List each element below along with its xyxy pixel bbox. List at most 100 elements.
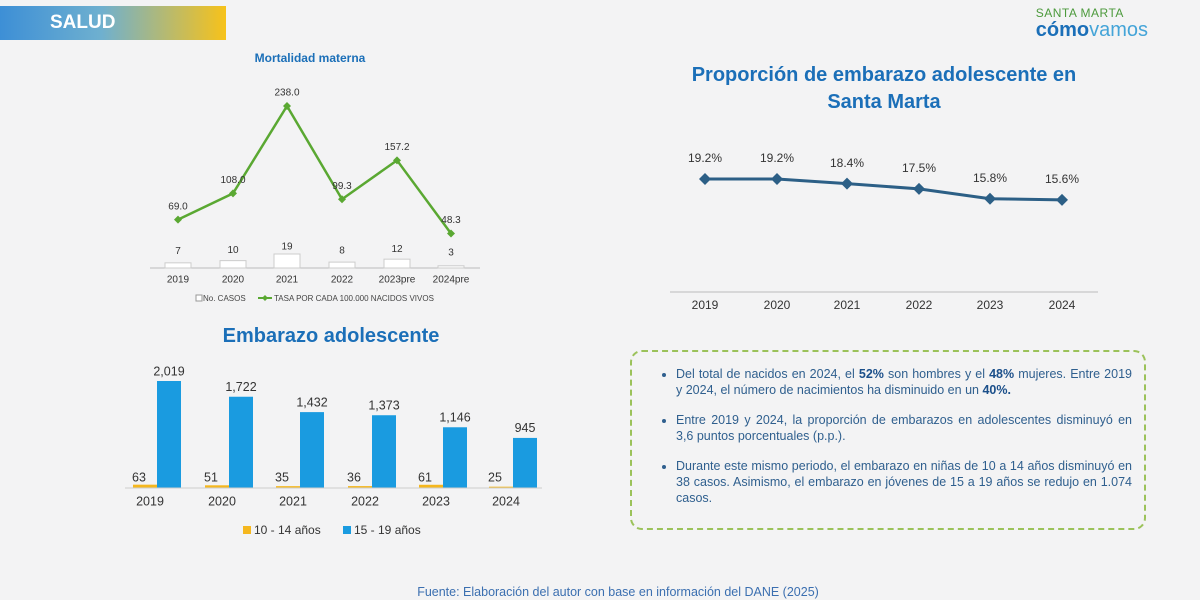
bar-label: 61 xyxy=(418,470,432,484)
x-tick-label: 2020 xyxy=(764,298,791,312)
bar-label: 1,722 xyxy=(225,380,256,394)
source: Fuente: Elaboración del autor con base e… xyxy=(417,585,819,599)
bar xyxy=(328,261,356,269)
marker xyxy=(1056,193,1068,206)
bar-label: 51 xyxy=(204,470,218,484)
chart-title: Embarazo adolescente xyxy=(222,325,440,347)
x-tick-label: 2022 xyxy=(351,494,379,508)
note-text: 52% xyxy=(858,367,884,381)
bar xyxy=(133,484,157,488)
bar xyxy=(219,260,247,269)
x-tick-label: 2021 xyxy=(834,298,861,312)
logo-main: cómovamos xyxy=(1036,20,1148,40)
logo-b: vamos xyxy=(1089,19,1148,41)
bar-label: 25 xyxy=(488,470,502,484)
legend-swatch xyxy=(243,526,251,534)
bar-label: 8 xyxy=(339,246,345,257)
marker xyxy=(699,173,711,185)
point-label: 48.3 xyxy=(441,215,461,226)
line xyxy=(705,177,1063,202)
legend-label: 10 - 14 años xyxy=(254,523,321,537)
x-tick-label: 2019 xyxy=(167,275,190,286)
bar-label: 1,432 xyxy=(296,395,327,409)
legend-label: No. CASOS xyxy=(203,294,246,303)
marker xyxy=(174,215,182,224)
x-tick-label: 2024pre xyxy=(433,275,470,286)
bar xyxy=(157,381,181,488)
bar xyxy=(513,437,537,488)
x-tick-label: 2021 xyxy=(276,275,299,286)
bar-label: 7 xyxy=(175,246,181,257)
x-tick-label: 2022 xyxy=(906,298,933,312)
marker xyxy=(913,182,925,195)
bar-label: 3 xyxy=(448,248,454,259)
logo-top: SANTA MARTA xyxy=(1035,6,1124,20)
point-label: 108.0 xyxy=(220,175,245,186)
point-label: 19.2% xyxy=(760,151,794,165)
bar-label: 2,019 xyxy=(153,364,184,378)
point-label: 15.8% xyxy=(973,171,1007,185)
marker xyxy=(841,177,853,190)
marker xyxy=(984,192,996,205)
bar xyxy=(229,396,253,488)
bar xyxy=(276,486,300,488)
point-label: 238.0 xyxy=(274,88,299,99)
note-text: Entre 2019 y 2024, la proporción de emba… xyxy=(676,413,1132,443)
bar xyxy=(300,412,324,488)
legend-label: 15 - 19 años xyxy=(354,523,421,537)
point-label: 19.2% xyxy=(688,151,722,165)
x-tick-label: 2020 xyxy=(208,494,236,508)
bar xyxy=(383,258,411,269)
point-label: 69.0 xyxy=(168,201,188,212)
note-text: 48% xyxy=(989,367,1015,381)
x-tick-label: 2023 xyxy=(977,298,1004,312)
x-tick-label: 2021 xyxy=(279,494,307,508)
notes-box: Del total de nacidos en 2024, el 52% son… xyxy=(630,350,1146,530)
marker xyxy=(283,102,291,110)
marker xyxy=(771,173,783,185)
x-tick-label: 2024 xyxy=(492,494,520,508)
bar-label: 945 xyxy=(515,421,536,435)
note-text: Del total de nacidos en 2024, el xyxy=(676,367,859,381)
note-text: 40%. xyxy=(982,383,1011,397)
note: Entre 2019 y 2024, la proporción de emba… xyxy=(676,412,1132,444)
bar-label: 1,146 xyxy=(439,411,470,425)
bar xyxy=(348,486,372,488)
marker xyxy=(393,156,401,165)
point-label: 157.2 xyxy=(384,142,409,153)
bar-label: 63 xyxy=(132,470,146,484)
point-label: 99.3 xyxy=(332,181,352,192)
line xyxy=(177,103,453,235)
logo: SANTA MARTA cómovamos xyxy=(1036,6,1148,40)
bar-label: 35 xyxy=(275,470,289,484)
bar xyxy=(372,415,396,488)
point-label: 17.5% xyxy=(902,161,936,175)
bar-label: 10 xyxy=(227,245,239,256)
note: Del total de nacidos en 2024, el 52% son… xyxy=(676,366,1132,398)
bar xyxy=(419,484,443,488)
chart-title: Mortalidad materna xyxy=(254,51,366,65)
marker xyxy=(338,195,346,204)
bar xyxy=(273,253,301,269)
bar xyxy=(437,265,465,269)
x-tick-label: 2019 xyxy=(136,494,164,508)
legend-swatch xyxy=(195,294,203,302)
bar xyxy=(205,485,229,488)
x-tick-label: 2023 xyxy=(422,494,450,508)
notes-list: Del total de nacidos en 2024, el 52% son… xyxy=(662,366,1132,506)
bar-label: 1,373 xyxy=(368,399,399,413)
x-tick-label: 2019 xyxy=(692,298,719,312)
point-label: 18.4% xyxy=(830,156,864,170)
x-tick-label: 2023pre xyxy=(379,275,416,286)
point-label: 15.6% xyxy=(1045,172,1079,186)
bar xyxy=(443,427,467,488)
note-text: son hombres y el xyxy=(883,367,990,381)
section-header: SALUD xyxy=(0,6,226,40)
section-title: SALUD xyxy=(50,12,116,33)
legend-label: TASA POR CADA 100.000 NACIDOS VIVOS xyxy=(274,294,434,303)
bar xyxy=(164,262,192,269)
x-tick-label: 2024 xyxy=(1049,298,1076,312)
x-tick-label: 2020 xyxy=(222,275,245,286)
